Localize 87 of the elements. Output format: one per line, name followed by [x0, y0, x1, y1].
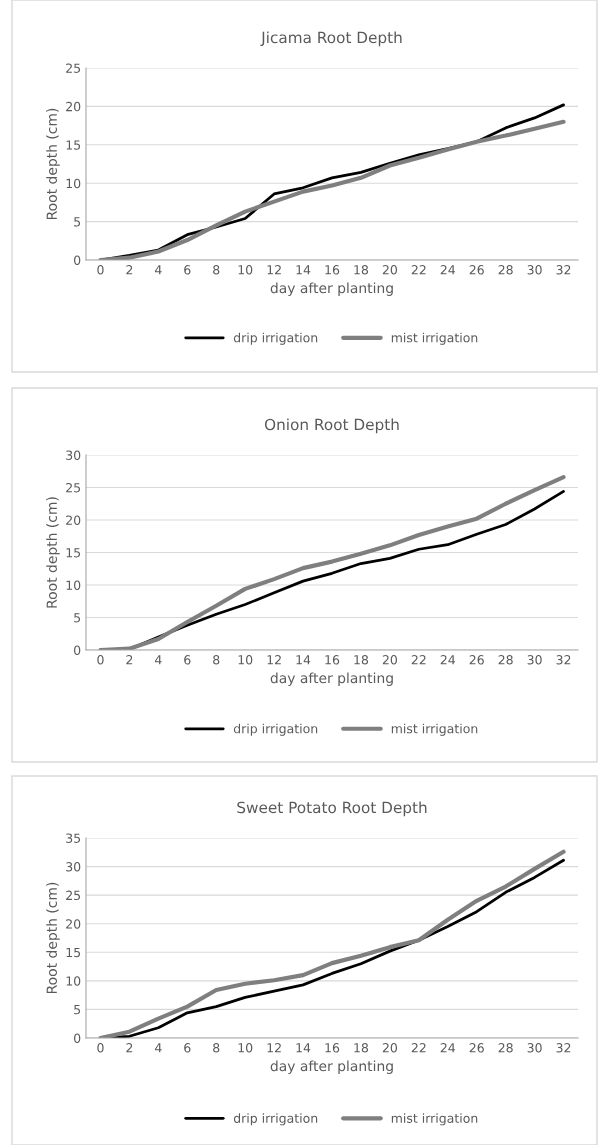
- x-tick-label: 2: [126, 655, 133, 665]
- y-tick-label: 10: [66, 976, 81, 986]
- y-tick-label: 5: [74, 613, 81, 623]
- x-tick-label: 16: [325, 655, 340, 665]
- y-axis-title: Root depth (cm): [46, 882, 60, 993]
- y-tick-label: 30: [66, 450, 81, 460]
- x-tick-label: 2: [126, 265, 133, 275]
- x-tick-label: 8: [213, 265, 220, 275]
- x-tick-label: 24: [440, 265, 456, 275]
- x-tick-label: 0: [97, 265, 104, 275]
- y-tick-label: 0: [74, 645, 81, 655]
- x-tick-label: 30: [527, 1043, 542, 1053]
- x-tick-label: 6: [184, 1043, 191, 1053]
- x-tick-label: 14: [296, 1043, 311, 1053]
- y-tick-label: 5: [74, 217, 81, 227]
- x-axis-title: day after planting: [270, 672, 393, 686]
- x-tick-label: 4: [154, 1043, 162, 1053]
- x-tick-label: 18: [354, 265, 369, 275]
- y-tick-label: 20: [66, 919, 81, 929]
- x-tick-label: 12: [267, 655, 281, 665]
- x-tick-label: 20: [382, 1043, 398, 1053]
- y-tick-label: 10: [66, 580, 81, 590]
- legend-label: drip irrigation: [233, 723, 318, 736]
- x-tick-label: 20: [382, 265, 398, 275]
- x-tick-label: 0: [97, 655, 104, 665]
- y-tick-label: 20: [66, 101, 81, 112]
- y-tick-label: 25: [66, 890, 81, 901]
- x-tick-label: 8: [213, 1043, 220, 1053]
- chart-title: Jicama Root Depth: [260, 31, 402, 47]
- x-axis-title: day after planting: [270, 1060, 393, 1074]
- x-tick-label: 32: [556, 655, 571, 665]
- legend-label: mist irrigation: [391, 723, 478, 736]
- x-tick-label: 14: [296, 655, 311, 665]
- x-tick-label: 26: [469, 1043, 484, 1053]
- x-tick-label: 24: [440, 1043, 456, 1053]
- x-tick-label: 30: [527, 265, 542, 275]
- y-tick-label: 15: [66, 140, 81, 150]
- legend-label: mist irrigation: [391, 332, 478, 345]
- x-tick-label: 6: [184, 655, 191, 665]
- y-tick-label: 5: [74, 1005, 81, 1015]
- y-tick-label: 25: [66, 63, 81, 73]
- x-tick-label: 30: [527, 655, 542, 665]
- x-tick-label: 4: [154, 265, 162, 275]
- x-tick-label: 4: [154, 655, 162, 665]
- x-tick-label: 24: [440, 655, 456, 665]
- legend-label: drip irrigation: [233, 332, 318, 345]
- y-tick-label: 35: [66, 833, 81, 843]
- x-tick-label: 28: [498, 655, 513, 665]
- y-axis-title: Root depth (cm): [46, 497, 60, 608]
- y-axis-title: Root depth (cm): [46, 108, 60, 219]
- legend-label: mist irrigation: [391, 1113, 478, 1126]
- y-tick-label: 15: [66, 548, 81, 558]
- x-tick-label: 12: [267, 265, 281, 275]
- y-tick-label: 0: [74, 1033, 81, 1043]
- y-tick-label: 25: [66, 482, 81, 493]
- x-axis-title: day after planting: [270, 282, 393, 296]
- x-tick-label: 32: [556, 1043, 571, 1053]
- x-tick-label: 32: [556, 265, 571, 275]
- x-tick-label: 16: [325, 265, 340, 275]
- x-tick-label: 12: [267, 1043, 281, 1053]
- x-tick-label: 10: [238, 655, 253, 665]
- legend-label: drip irrigation: [233, 1113, 318, 1126]
- x-tick-label: 10: [238, 265, 253, 275]
- x-tick-label: 22: [411, 655, 426, 665]
- x-tick-label: 18: [354, 655, 369, 665]
- y-tick-label: 0: [74, 255, 81, 265]
- x-tick-label: 28: [498, 265, 513, 275]
- y-tick-label: 10: [66, 178, 81, 189]
- x-tick-label: 20: [382, 655, 398, 665]
- x-tick-label: 16: [325, 1043, 340, 1053]
- x-tick-label: 0: [97, 1043, 104, 1053]
- x-tick-label: 22: [411, 1043, 426, 1053]
- y-tick-label: 20: [66, 515, 81, 525]
- chart-title: Sweet Potato Root Depth: [237, 801, 427, 817]
- x-tick-label: 14: [296, 265, 311, 275]
- x-tick-label: 10: [238, 1043, 253, 1053]
- x-tick-label: 2: [126, 1043, 133, 1053]
- x-tick-label: 22: [411, 265, 426, 275]
- chart-title: Onion Root Depth: [264, 418, 399, 434]
- y-tick-label: 30: [66, 862, 81, 872]
- x-tick-label: 6: [184, 265, 191, 275]
- y-tick-label: 15: [66, 947, 81, 958]
- x-tick-label: 18: [354, 1043, 369, 1053]
- x-tick-label: 28: [498, 1043, 513, 1053]
- x-tick-label: 26: [469, 655, 484, 665]
- x-tick-label: 26: [469, 265, 484, 275]
- x-tick-label: 8: [213, 655, 220, 665]
